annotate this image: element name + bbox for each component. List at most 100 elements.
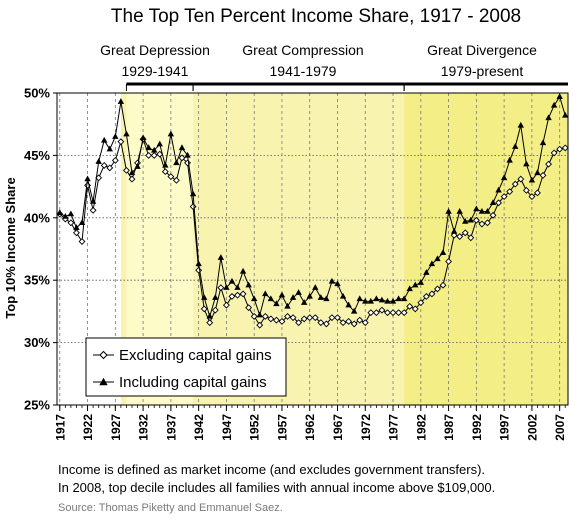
y-tick-label: 45% [24, 148, 50, 163]
point-excluding [89, 206, 97, 214]
point-including [117, 98, 125, 104]
point-including [234, 284, 241, 290]
point-including [101, 136, 108, 143]
point-including [134, 163, 141, 169]
legend-label-excluding: Excluding capital gains [119, 347, 272, 364]
point-including [489, 199, 497, 206]
point-including [245, 281, 252, 288]
point-excluding [367, 309, 375, 317]
y-tick-label: 30% [24, 335, 50, 350]
point-excluding [467, 234, 475, 242]
point-excluding [200, 305, 208, 313]
point-excluding [406, 302, 414, 310]
series-group [56, 93, 569, 329]
point-including [512, 143, 519, 149]
point-excluding [322, 320, 330, 328]
point-excluding [73, 229, 80, 237]
point-excluding [400, 309, 408, 317]
x-tick-label: 1987 [442, 414, 456, 441]
point-including [156, 140, 163, 147]
point-excluding [245, 304, 253, 312]
y-tick-label: 25% [24, 398, 50, 413]
point-including [189, 190, 197, 197]
point-including [434, 255, 441, 262]
point-excluding [528, 193, 536, 201]
point-including [456, 207, 463, 214]
point-excluding [350, 320, 358, 328]
point-including [350, 307, 358, 314]
point-including [517, 121, 524, 128]
point-including [339, 292, 347, 299]
era-name-1: Great Depression [100, 42, 210, 58]
point-excluding [522, 186, 530, 194]
x-tick-label: 1982 [414, 414, 428, 441]
point-excluding [195, 266, 203, 274]
point-excluding [417, 299, 425, 307]
point-excluding [539, 171, 547, 179]
era-name-3: Great Divergence [427, 42, 537, 58]
point-excluding [445, 258, 453, 265]
point-excluding [389, 309, 397, 317]
point-including [78, 219, 86, 225]
point-excluding [328, 314, 336, 322]
point-excluding [356, 316, 364, 324]
point-excluding [272, 316, 280, 324]
point-excluding [489, 211, 497, 219]
point-excluding [334, 314, 341, 322]
point-including [417, 279, 425, 285]
point-excluding [78, 238, 86, 245]
y-tick-label: 50% [24, 86, 50, 101]
point-including [423, 269, 430, 275]
point-including [112, 133, 119, 139]
point-including [562, 111, 569, 118]
point-including [389, 297, 397, 304]
point-including [184, 151, 191, 158]
point-including [378, 296, 386, 303]
point-including [373, 295, 380, 302]
point-including [206, 312, 213, 319]
point-including [406, 285, 413, 292]
point-including [228, 277, 236, 284]
point-excluding [239, 290, 247, 298]
point-excluding [206, 319, 214, 327]
point-including [545, 114, 552, 121]
point-excluding [461, 229, 469, 237]
early-shade [120, 93, 127, 405]
point-including [428, 260, 436, 267]
point-excluding [372, 309, 380, 317]
point-excluding [345, 317, 353, 325]
point-including [362, 297, 369, 304]
point-including [478, 207, 486, 214]
point-including [289, 294, 297, 300]
point-including [89, 197, 97, 204]
x-tick-label: 1917 [53, 414, 67, 441]
point-including [356, 295, 363, 302]
x-tick-label: 2007 [553, 414, 567, 441]
point-excluding [256, 321, 264, 329]
point-including [106, 145, 113, 152]
point-including [173, 159, 180, 166]
era-years-1: 1929-1941 [122, 63, 189, 79]
point-excluding [100, 161, 108, 169]
point-excluding [500, 193, 508, 201]
point-excluding [439, 281, 447, 289]
era-labels: Great Depression 1929-1941 Great Compressi… [100, 42, 568, 91]
point-including [500, 174, 508, 181]
point-including [556, 93, 563, 99]
point-excluding [161, 168, 169, 176]
point-including [295, 289, 302, 295]
x-tick-label: 1942 [192, 414, 206, 441]
point-excluding [495, 199, 503, 207]
x-tick-label: 1962 [303, 414, 317, 441]
point-excluding [150, 151, 158, 159]
point-including [312, 284, 319, 290]
point-including [323, 295, 330, 302]
point-excluding [511, 180, 519, 188]
point-including [145, 144, 152, 151]
income-share-chart: The Top Ten Percent Income Share, 1917 -… [3, 6, 569, 441]
y-tick-label: 35% [24, 273, 50, 288]
point-including [67, 210, 75, 217]
point-including [250, 295, 258, 302]
point-excluding [167, 173, 175, 181]
point-including [539, 139, 547, 146]
